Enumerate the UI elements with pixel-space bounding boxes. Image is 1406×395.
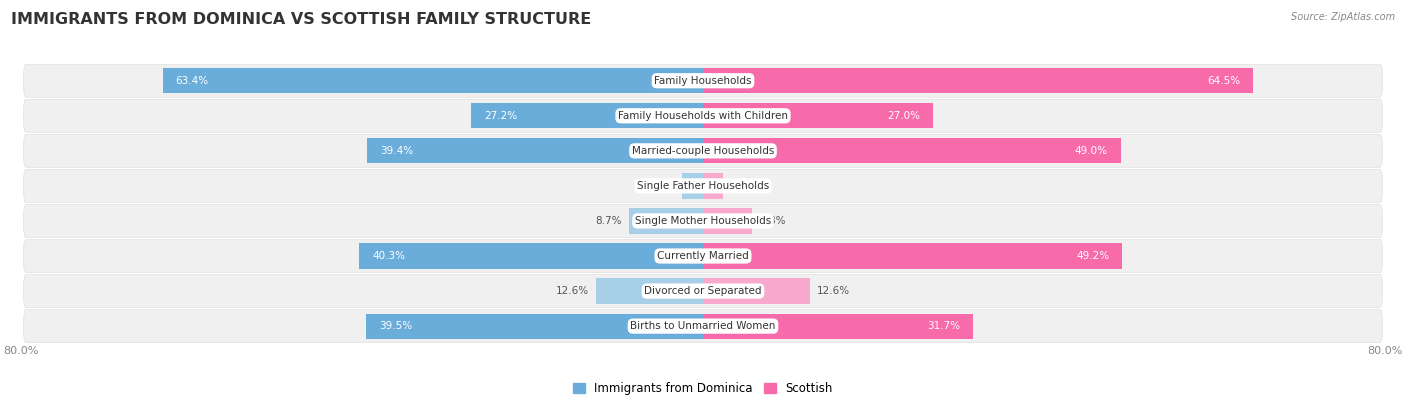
Text: Births to Unmarried Women: Births to Unmarried Women [630, 321, 776, 331]
Text: 40.3%: 40.3% [373, 251, 405, 261]
Text: 5.8%: 5.8% [759, 216, 786, 226]
Text: 39.5%: 39.5% [380, 321, 412, 331]
Text: Family Households with Children: Family Households with Children [619, 111, 787, 121]
FancyBboxPatch shape [24, 134, 1382, 167]
Text: 63.4%: 63.4% [176, 76, 208, 86]
Bar [703, 208, 752, 233]
Text: 12.6%: 12.6% [817, 286, 851, 296]
Text: Single Father Households: Single Father Households [637, 181, 769, 191]
Text: 49.2%: 49.2% [1077, 251, 1109, 261]
Bar [471, 103, 703, 128]
Legend: Immigrants from Dominica, Scottish: Immigrants from Dominica, Scottish [568, 377, 838, 395]
Text: Family Households: Family Households [654, 76, 752, 86]
Bar [367, 314, 703, 339]
Text: 64.5%: 64.5% [1206, 76, 1240, 86]
FancyBboxPatch shape [24, 310, 1382, 342]
Text: Married-couple Households: Married-couple Households [631, 146, 775, 156]
FancyBboxPatch shape [24, 64, 1382, 97]
Text: 2.3%: 2.3% [730, 181, 756, 191]
Bar [703, 243, 1122, 269]
Bar [367, 138, 703, 164]
Text: IMMIGRANTS FROM DOMINICA VS SCOTTISH FAMILY STRUCTURE: IMMIGRANTS FROM DOMINICA VS SCOTTISH FAM… [11, 12, 592, 27]
Bar [703, 173, 723, 199]
Text: 12.6%: 12.6% [555, 286, 589, 296]
Bar [703, 103, 934, 128]
Text: Divorced or Separated: Divorced or Separated [644, 286, 762, 296]
FancyBboxPatch shape [24, 205, 1382, 237]
Text: Source: ZipAtlas.com: Source: ZipAtlas.com [1291, 12, 1395, 22]
Text: 27.2%: 27.2% [484, 111, 517, 121]
Bar [682, 173, 703, 199]
Bar [360, 243, 703, 269]
Bar [703, 68, 1253, 93]
Text: 49.0%: 49.0% [1074, 146, 1108, 156]
Bar [703, 278, 810, 304]
Text: 8.7%: 8.7% [596, 216, 621, 226]
FancyBboxPatch shape [24, 99, 1382, 132]
FancyBboxPatch shape [24, 169, 1382, 202]
Bar [628, 208, 703, 233]
Text: 39.4%: 39.4% [380, 146, 413, 156]
Bar [703, 138, 1121, 164]
Bar [596, 278, 703, 304]
Text: 27.0%: 27.0% [887, 111, 921, 121]
FancyBboxPatch shape [24, 275, 1382, 308]
Text: 2.5%: 2.5% [648, 181, 675, 191]
Bar [163, 68, 703, 93]
FancyBboxPatch shape [24, 239, 1382, 273]
Text: 31.7%: 31.7% [928, 321, 960, 331]
Text: Single Mother Households: Single Mother Households [636, 216, 770, 226]
Bar [703, 314, 973, 339]
Text: Currently Married: Currently Married [657, 251, 749, 261]
